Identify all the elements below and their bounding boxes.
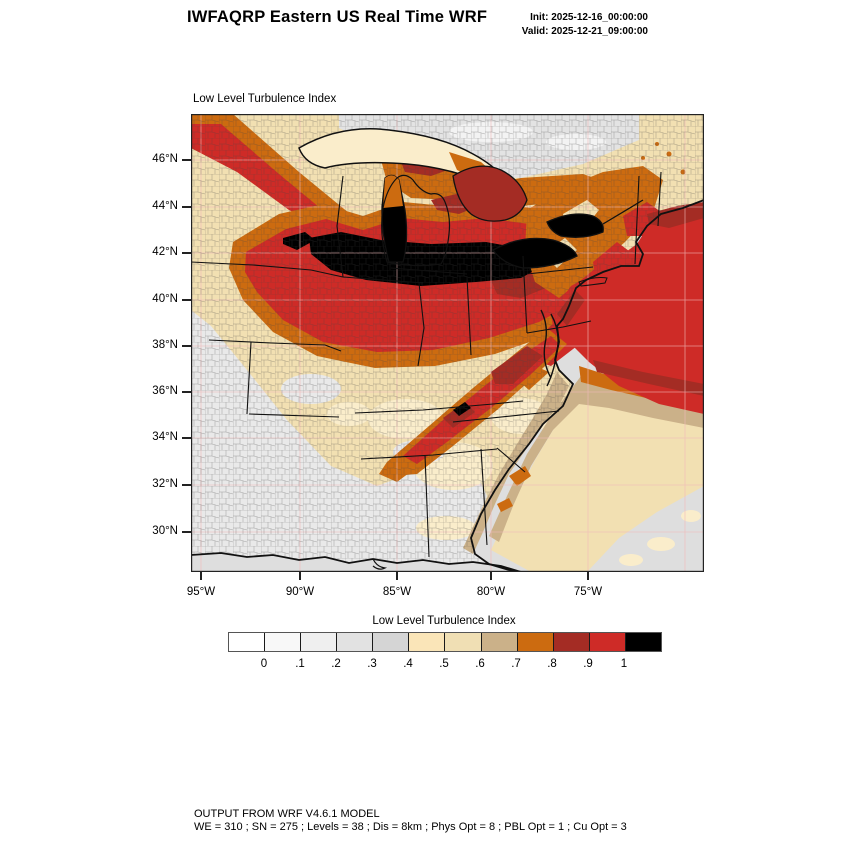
lat-tick bbox=[182, 252, 191, 254]
lat-tick-label: 38°N bbox=[152, 339, 178, 351]
colorbar-cell bbox=[516, 633, 553, 651]
colorbar-tick-label: .4 bbox=[403, 658, 413, 670]
lat-tick-label: 30°N bbox=[152, 525, 178, 537]
lon-tick bbox=[396, 572, 398, 580]
lon-tick bbox=[299, 572, 301, 580]
lat-tick bbox=[182, 531, 191, 533]
init-time: Init: 2025-12-16_00:00:00 bbox=[530, 12, 648, 23]
orange-speck bbox=[497, 498, 513, 512]
colorbar-tick-label: .2 bbox=[331, 658, 341, 670]
turbulence-map bbox=[191, 114, 704, 572]
lon-tick-label: 75°W bbox=[573, 586, 603, 598]
lat-tick-label: 40°N bbox=[152, 293, 178, 305]
lake-huron bbox=[452, 165, 528, 222]
valid-time: Valid: 2025-12-21_09:00:00 bbox=[521, 25, 648, 37]
lat-tick-label: 46°N bbox=[152, 153, 178, 165]
map-title: Low Level Turbulence Index bbox=[193, 93, 337, 105]
st-lawrence bbox=[602, 199, 644, 225]
map-frame bbox=[191, 114, 704, 572]
lon-tick-label: 80°W bbox=[476, 586, 506, 598]
colorbar-cell bbox=[372, 633, 409, 651]
lat-tick bbox=[182, 484, 191, 486]
colorbar-tick-label: .9 bbox=[583, 658, 593, 670]
lat-tick bbox=[182, 206, 191, 208]
lon-tick bbox=[490, 572, 492, 580]
lat-tick bbox=[182, 345, 191, 347]
colorbar-cell bbox=[444, 633, 481, 651]
colorbar-cell bbox=[552, 633, 589, 651]
lat-tick-label: 36°N bbox=[152, 385, 178, 397]
orange-speck bbox=[509, 466, 531, 486]
colorbar-title: Low Level Turbulence Index bbox=[372, 615, 516, 627]
lat-tick bbox=[182, 299, 191, 301]
gulfstream-tan-band bbox=[489, 376, 704, 542]
lon-tick-label: 85°W bbox=[382, 586, 412, 598]
cream-patch bbox=[647, 537, 675, 551]
cream-patch bbox=[681, 510, 701, 522]
lon-tick-label: 95°W bbox=[186, 586, 216, 598]
atl-darkred bbox=[647, 202, 704, 228]
lat-tick bbox=[182, 159, 191, 161]
atl-darkred bbox=[593, 360, 704, 396]
colorbar-cell bbox=[336, 633, 373, 651]
colorbar-cell bbox=[229, 633, 265, 651]
page-title: IWFAQRP Eastern US Real Time WRF bbox=[187, 8, 488, 26]
colorbar-tick-label: .7 bbox=[511, 658, 521, 670]
lon-tick bbox=[200, 572, 202, 580]
colorbar-cell bbox=[300, 633, 337, 651]
colorbar-cell bbox=[588, 633, 625, 651]
colorbar-tick-label: .3 bbox=[367, 658, 377, 670]
colorbar bbox=[228, 632, 662, 652]
colorbar-tick-label: .5 bbox=[439, 658, 449, 670]
lake-michigan-north bbox=[383, 175, 403, 208]
lat-tick-label: 42°N bbox=[152, 246, 178, 258]
michigan-outline bbox=[381, 174, 451, 267]
coastline bbox=[191, 199, 704, 572]
lat-tick bbox=[182, 437, 191, 439]
lon-tick-label: 90°W bbox=[285, 586, 315, 598]
colorbar-tick-label: 0 bbox=[260, 658, 268, 670]
colorbar-cell bbox=[480, 633, 517, 651]
colorbar-tick-label: .6 bbox=[475, 658, 485, 670]
lat-tick-label: 44°N bbox=[152, 200, 178, 212]
cream-patch bbox=[619, 554, 643, 566]
lake-erie bbox=[492, 237, 578, 269]
colorbar-cell bbox=[408, 633, 445, 651]
state-boundaries bbox=[191, 171, 662, 558]
run-times: Init: 2025-12-16_00:00:00 Valid: 2025-12… bbox=[468, 11, 648, 38]
lon-tick bbox=[587, 572, 589, 580]
lat-tick-label: 32°N bbox=[152, 478, 178, 490]
colorbar-cell bbox=[264, 633, 301, 651]
footer-config-line: WE = 310 ; SN = 275 ; Levels = 38 ; Dis … bbox=[194, 821, 627, 833]
footer-model-line: OUTPUT FROM WRF V4.6.1 MODEL bbox=[194, 808, 380, 820]
colorbar-tick-label: .1 bbox=[295, 658, 305, 670]
lat-tick bbox=[182, 391, 191, 393]
atlantic-red-blob bbox=[551, 204, 704, 414]
lake-ontario bbox=[546, 213, 604, 238]
map-svg bbox=[191, 114, 704, 572]
colorbar-cell bbox=[624, 633, 661, 651]
colorbar-tick-label: .8 bbox=[547, 658, 557, 670]
colorbar-tick-label: 1 bbox=[620, 658, 628, 670]
se-gray-corner bbox=[587, 486, 704, 572]
lat-tick-label: 34°N bbox=[152, 431, 178, 443]
